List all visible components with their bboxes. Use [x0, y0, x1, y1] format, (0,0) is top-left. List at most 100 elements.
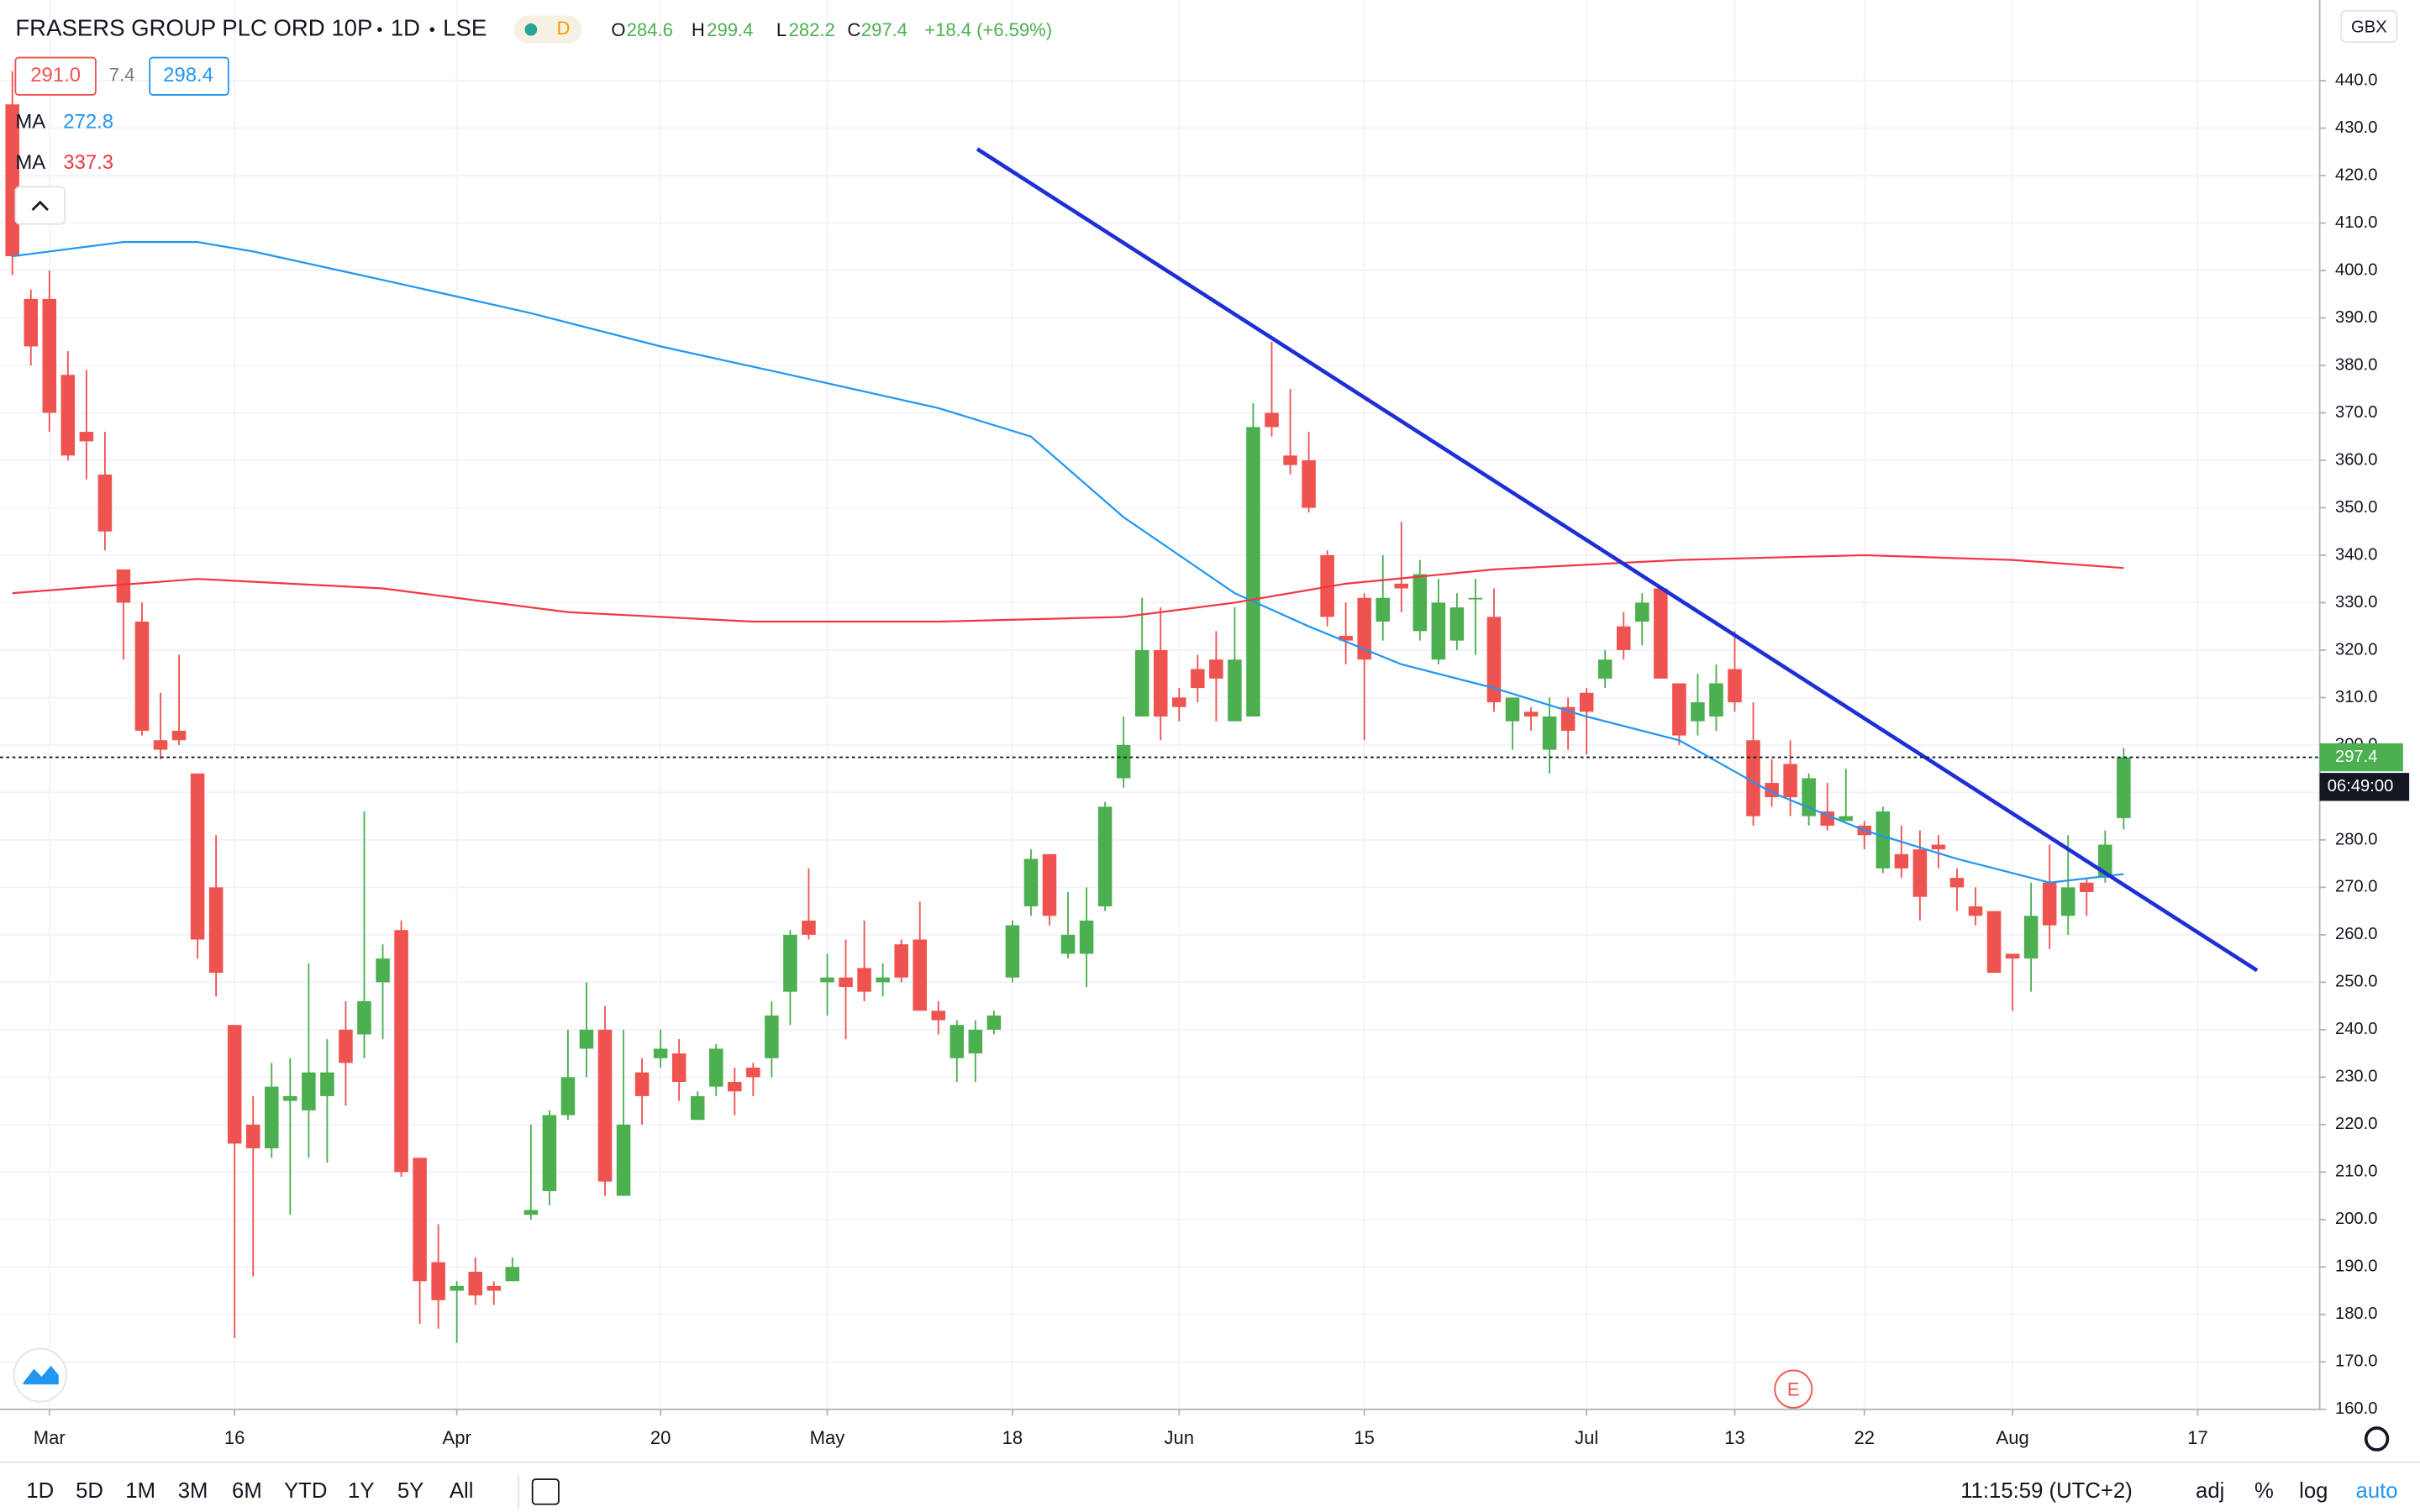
candle-body	[523, 1210, 539, 1215]
chevron-icon	[31, 200, 49, 211]
candle-body	[1968, 906, 1983, 916]
candle-body	[1134, 649, 1150, 717]
candle-body	[1542, 717, 1557, 750]
range-button[interactable]: YTD	[284, 1479, 327, 1503]
x-tick-label: 18	[1002, 1427, 1023, 1448]
y-tick-label: 250.0	[2335, 973, 2378, 991]
range-button[interactable]: 1M	[125, 1479, 155, 1503]
candle-body	[1394, 583, 1409, 589]
y-tick-label: 240.0	[2335, 1020, 2378, 1038]
candle-body	[1839, 816, 1854, 822]
range-button[interactable]: 1Y	[348, 1479, 374, 1503]
settings-icon[interactable]	[2364, 1426, 2390, 1452]
candle-body	[783, 934, 797, 992]
candle-body	[394, 930, 408, 1173]
candle-body	[1228, 659, 1242, 722]
candle-body	[616, 1124, 631, 1196]
x-tick-label: May	[810, 1427, 846, 1448]
candle-body	[283, 1095, 297, 1101]
y-tick-label: 430.0	[2335, 118, 2378, 137]
candle-body	[1876, 811, 1891, 869]
ohlc-value: 297.4	[861, 19, 908, 40]
buy-button[interactable]	[149, 56, 229, 96]
range-button[interactable]: 5Y	[397, 1479, 424, 1503]
candle-body	[1005, 925, 1020, 978]
candle-body	[894, 944, 908, 978]
interval: 1D	[391, 14, 420, 40]
last-price-label: 297.4	[2335, 748, 2378, 766]
candle-body	[1505, 697, 1520, 722]
candle-body	[1691, 702, 1705, 722]
candle-body	[671, 1053, 687, 1082]
candle-body	[1709, 683, 1723, 717]
candle-body	[2060, 887, 2075, 916]
ma-label: MA	[15, 151, 45, 174]
candle-body	[579, 1029, 594, 1049]
candle-body	[1560, 706, 1576, 731]
scale-option[interactable]: %	[2254, 1479, 2274, 1503]
candle-body	[171, 730, 187, 741]
y-tick-label: 350.0	[2335, 498, 2378, 517]
candle-body	[1023, 858, 1039, 906]
candle-body	[1376, 597, 1390, 622]
data-badge: D	[556, 18, 570, 39]
y-tick-label: 410.0	[2335, 213, 2378, 232]
candle-body	[1894, 853, 1909, 869]
candle-body	[1616, 626, 1631, 650]
candle-body	[876, 977, 890, 983]
candle-body	[1654, 588, 1668, 679]
candle-body	[134, 622, 150, 731]
calendar-icon[interactable]	[531, 1478, 560, 1505]
y-tick-label: 380.0	[2335, 355, 2378, 374]
candle-body	[1060, 934, 1076, 954]
event-marker[interactable]	[1774, 1369, 1813, 1409]
candle-body	[1209, 659, 1223, 679]
sell-button[interactable]	[14, 56, 97, 96]
range-button[interactable]: 3M	[178, 1479, 208, 1503]
x-tick-label: Jul	[1575, 1427, 1598, 1448]
candle-body	[634, 1072, 650, 1096]
toolbar: 1D 5D 1M 3M 6M YTD 1Y 5Y All adj% log auto	[26, 1479, 2397, 1503]
ohlc-value: 284.6	[627, 19, 673, 40]
candle-body	[1265, 412, 1279, 428]
y-tick-label: 340.0	[2335, 545, 2378, 564]
sell-price[interactable]: 291.0	[30, 64, 81, 87]
candle-body	[1172, 697, 1186, 707]
candle-body	[190, 773, 205, 940]
y-tick-label: 270.0	[2335, 878, 2378, 896]
candle-body	[357, 1000, 371, 1035]
scale-option[interactable]: log	[2299, 1479, 2328, 1503]
candle-body	[2117, 757, 2131, 818]
x-tick-label: Jun	[1165, 1427, 1195, 1448]
candle-body	[1579, 692, 1594, 712]
clock[interactable]: 11:15:59 (UTC+2)	[1960, 1479, 2133, 1503]
y-tick-label: 160.0	[2335, 1399, 2378, 1418]
candle-body	[1339, 635, 1353, 641]
range-button[interactable]: 5D	[76, 1479, 103, 1503]
y-tick-label: 440.0	[2335, 71, 2378, 89]
candle-body	[376, 958, 390, 983]
collapse-button[interactable]	[14, 186, 66, 225]
buy-price[interactable]: 298.4	[163, 64, 213, 87]
candle-body	[1597, 659, 1612, 679]
range-button[interactable]: 6M	[232, 1479, 262, 1503]
candle-body	[42, 298, 57, 413]
trendline[interactable]	[976, 147, 2259, 973]
range-button[interactable]: All	[450, 1479, 474, 1503]
candle-body	[1042, 853, 1057, 916]
candle-body	[2023, 916, 2039, 959]
y-tick-label: 390.0	[2335, 308, 2378, 327]
scale-option[interactable]: auto	[2356, 1479, 2398, 1503]
candle-body	[1431, 602, 1446, 660]
candle-body	[560, 1077, 576, 1116]
candle-body	[1246, 427, 1260, 717]
logo-icon	[23, 1365, 59, 1385]
event-label[interactable]: E	[1787, 1378, 1800, 1399]
range-button[interactable]: 1D	[26, 1479, 54, 1503]
candle-body	[1097, 806, 1113, 906]
scale-option[interactable]: adj	[2196, 1479, 2224, 1503]
candle-body	[2080, 882, 2094, 893]
y-tick-label: 200.0	[2335, 1210, 2378, 1228]
currency: GBX	[2351, 18, 2387, 37]
